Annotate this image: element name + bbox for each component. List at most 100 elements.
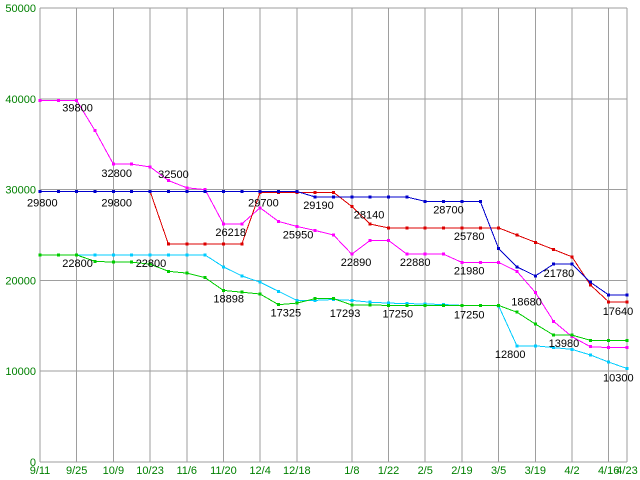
point-marker [203, 189, 207, 193]
point-marker [588, 338, 592, 342]
point-marker [148, 253, 152, 257]
point-marker [442, 303, 446, 307]
point-marker [148, 262, 152, 266]
point-marker [130, 260, 134, 264]
point-marker [533, 274, 537, 278]
point-marker [570, 335, 574, 339]
data-label: 17325 [271, 308, 302, 320]
point-marker [221, 189, 225, 193]
point-marker [313, 190, 317, 194]
point-marker [350, 205, 354, 208]
point-marker [277, 289, 280, 293]
point-marker [497, 226, 501, 230]
data-label: 25950 [283, 229, 314, 241]
point-marker [203, 188, 207, 192]
point-marker [588, 353, 592, 357]
point-marker [368, 238, 372, 242]
point-marker [460, 226, 464, 230]
point-marker [56, 99, 60, 103]
x-axis-label: 2/19 [451, 465, 472, 477]
data-label: 26218 [215, 227, 246, 239]
point-marker [130, 162, 134, 166]
point-marker [387, 303, 390, 307]
point-marker [221, 265, 225, 269]
point-marker [552, 319, 556, 323]
point-marker [166, 269, 170, 273]
point-marker [111, 189, 115, 193]
point-marker [478, 260, 482, 264]
data-labels: 39800 29800 29800 32800 32500 22800 22800 26218… [27, 103, 634, 385]
point-marker [533, 344, 537, 348]
point-marker [240, 189, 244, 193]
data-label: 21980 [454, 265, 485, 277]
y-axis-label: 40000 [5, 94, 36, 106]
point-marker [313, 195, 317, 199]
point-marker [533, 290, 537, 294]
point-marker [442, 226, 446, 230]
point-marker [497, 303, 501, 307]
point-marker [552, 248, 556, 251]
point-marker [442, 199, 446, 203]
x-axis-label: 9/11 [30, 465, 51, 477]
y-axis-label: 30000 [5, 185, 36, 197]
point-marker [405, 302, 409, 306]
point-marker [515, 233, 519, 237]
point-marker [38, 189, 42, 193]
point-marker [625, 346, 629, 350]
point-marker [295, 298, 299, 302]
point-marker [497, 247, 501, 251]
point-marker [350, 252, 354, 256]
data-label: 13980 [549, 338, 580, 350]
point-marker [185, 186, 189, 190]
point-marker [258, 292, 262, 296]
point-marker [93, 259, 97, 263]
point-marker [38, 253, 42, 257]
data-label: 22800 [62, 258, 93, 270]
point-marker [203, 242, 207, 246]
point-marker [588, 280, 592, 284]
x-axis-label: 10/23 [136, 465, 164, 477]
data-label: 22800 [136, 258, 167, 270]
point-marker [607, 360, 611, 364]
point-marker [515, 265, 519, 269]
point-marker [387, 226, 390, 230]
point-marker [423, 226, 427, 230]
data-label: 32500 [158, 169, 189, 181]
data-label: 17250 [454, 309, 485, 321]
point-marker [203, 276, 207, 280]
point-marker [93, 129, 97, 133]
point-marker [313, 298, 317, 302]
x-axis-label: 12/18 [283, 465, 311, 477]
point-marker [240, 242, 244, 246]
point-marker [387, 301, 390, 305]
point-marker [148, 165, 152, 169]
x-axis-label: 9/25 [66, 465, 87, 477]
point-marker [607, 300, 611, 304]
point-marker [405, 303, 409, 307]
point-marker [166, 189, 170, 193]
series-blue [38, 189, 629, 297]
x-axis-label: 2/5 [418, 465, 433, 477]
point-marker [625, 338, 629, 342]
x-axis-label: 12/4 [249, 465, 270, 477]
point-marker [423, 252, 427, 256]
point-marker [295, 189, 299, 193]
point-marker [552, 346, 556, 350]
point-marker [552, 333, 556, 337]
point-marker [533, 240, 537, 244]
point-marker [148, 189, 152, 193]
point-marker [185, 242, 189, 246]
point-marker [166, 253, 170, 257]
point-marker [166, 242, 170, 246]
point-marker [221, 222, 225, 226]
data-label: 29190 [303, 200, 334, 212]
x-axis-label: 11/20 [210, 465, 237, 477]
point-marker [350, 298, 354, 302]
point-marker [460, 199, 464, 203]
point-marker [423, 303, 427, 307]
point-marker [332, 195, 335, 199]
data-label: 10300 [603, 373, 634, 385]
point-marker [570, 255, 574, 259]
point-marker [570, 333, 574, 337]
